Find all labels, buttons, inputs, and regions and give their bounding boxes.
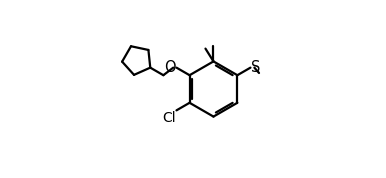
Text: Cl: Cl bbox=[162, 111, 176, 125]
Text: S: S bbox=[251, 60, 261, 75]
Text: O: O bbox=[164, 60, 176, 75]
